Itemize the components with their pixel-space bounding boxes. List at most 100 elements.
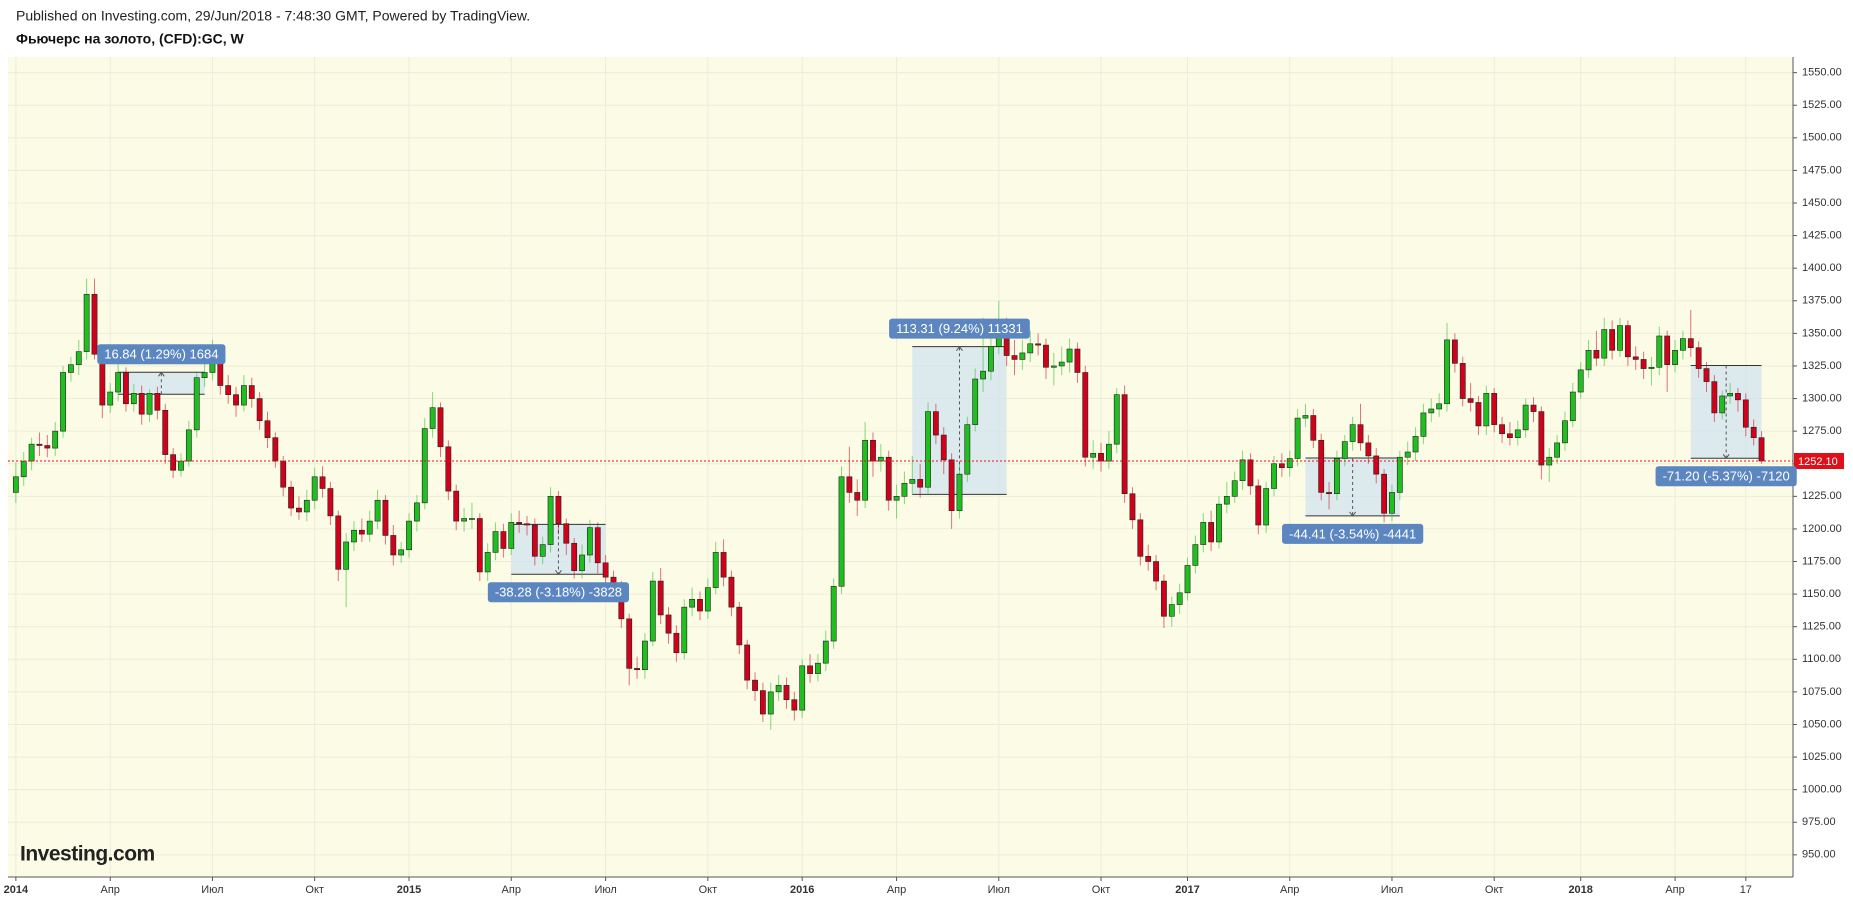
measure-label-group: -71.20 (-5.37%) -7120 (1655, 466, 1797, 487)
plot-background (8, 57, 1793, 877)
candle-body (1326, 492, 1332, 495)
measure-label-group: 16.84 (1.29%) 1684 (97, 344, 226, 365)
candle-body (870, 439, 876, 462)
y-tick-label: 1450.00 (1802, 197, 1842, 209)
candle-body (91, 293, 98, 355)
candle-body (917, 479, 924, 488)
candle-body (1389, 492, 1395, 514)
candle-body (1499, 424, 1505, 435)
candle-body (1703, 368, 1710, 382)
candle-body (1105, 443, 1112, 462)
candle-body (1035, 343, 1042, 346)
x-tick-label: 2016 (790, 884, 814, 896)
candle-body (12, 476, 19, 493)
candle-body (1239, 459, 1246, 481)
candle-body (1672, 350, 1678, 365)
y-tick-label: 1475.00 (1802, 164, 1842, 176)
y-tick-label: 1400.00 (1802, 262, 1842, 274)
measure-label: -71.20 (-5.37%) -7120 (1663, 469, 1790, 484)
candle-body (1483, 393, 1490, 427)
candle-body (531, 524, 538, 557)
candle-body (791, 699, 798, 711)
candle-body (1711, 381, 1718, 414)
candle-body (759, 690, 766, 715)
measure-label-bg (1282, 523, 1424, 544)
candle-body (162, 409, 169, 455)
candle-body (815, 662, 821, 674)
x-tick-label: Окт (1092, 884, 1111, 896)
candle-body (107, 391, 114, 406)
candle-body (1357, 424, 1364, 444)
candle-body (744, 644, 751, 681)
candle-body (1420, 412, 1427, 437)
y-tick-label: 1200.00 (1802, 523, 1842, 535)
candle-body (1381, 473, 1388, 514)
y-tick-label: 1500.00 (1802, 132, 1842, 144)
candle-body (1554, 442, 1560, 458)
candle-body (1601, 329, 1608, 359)
candle-body (1617, 325, 1623, 351)
candle-body (1129, 493, 1136, 521)
x-tick-label: Окт (1485, 884, 1504, 896)
y-tick-label: 1050.00 (1802, 718, 1842, 730)
measure-label-group: -44.41 (-3.54%) -4441 (1282, 523, 1424, 544)
y-tick-label: 950.00 (1802, 849, 1836, 861)
candle-body (728, 576, 735, 608)
candle-body (374, 499, 381, 522)
candle-body (563, 523, 570, 544)
candle-body (704, 587, 711, 612)
measure-label-group: -38.28 (-3.18%) -3828 (487, 582, 630, 603)
candle-body (1263, 488, 1270, 526)
candle-body (358, 529, 365, 535)
candle-body (311, 476, 318, 501)
candle-body (524, 523, 530, 526)
candle-body (264, 420, 271, 438)
measure-label-bg (97, 344, 226, 365)
candle-body (1090, 453, 1097, 458)
candle-body (822, 640, 829, 664)
candle-body (343, 541, 350, 570)
candle-body (594, 527, 601, 564)
published-note: Published on Investing.com, 29/Jun/2018 … (16, 8, 530, 24)
x-tick-label: Июл (1381, 884, 1403, 896)
x-tick-label: Июл (988, 884, 1010, 896)
candle-body (1161, 580, 1167, 617)
candle-body (484, 552, 491, 573)
candle-body (366, 520, 373, 535)
candle-body (956, 473, 963, 511)
y-tick-label: 1000.00 (1802, 784, 1842, 796)
candle-body (1680, 338, 1686, 351)
y-tick-label: 1100.00 (1802, 653, 1841, 665)
candle-body (36, 443, 43, 446)
y-tick-label: 975.00 (1802, 816, 1836, 828)
candle-body (539, 544, 546, 557)
candle-body (830, 585, 837, 642)
candle-body (1758, 437, 1765, 462)
candle-body (1624, 325, 1631, 358)
candle-body (1334, 458, 1340, 495)
candle-body (1058, 361, 1065, 367)
y-tick-label: 1550.00 (1802, 67, 1842, 79)
candle-body (1664, 335, 1671, 365)
candle-body (1562, 420, 1568, 444)
candle-body (1349, 424, 1356, 442)
candle-body (1113, 394, 1120, 445)
measure-label: 16.84 (1.29%) 1684 (104, 347, 218, 362)
candle-body (1609, 329, 1616, 351)
candle-body (1302, 415, 1309, 419)
candle-body (586, 527, 593, 556)
candle-body (516, 522, 523, 525)
candle-body (123, 372, 129, 405)
candle-body (1727, 393, 1733, 397)
candle-body (1640, 359, 1647, 369)
candle-body (1153, 561, 1159, 582)
candle-body (1451, 339, 1458, 364)
y-tick-label: 1225.00 (1802, 490, 1842, 502)
candle-body (838, 476, 845, 587)
x-tick-label: Окт (699, 884, 718, 896)
candle-body (1208, 522, 1215, 543)
y-tick-label: 1350.00 (1802, 327, 1842, 339)
candle-body (547, 496, 554, 545)
candle-body (1294, 417, 1301, 459)
candle-body (1310, 415, 1317, 441)
